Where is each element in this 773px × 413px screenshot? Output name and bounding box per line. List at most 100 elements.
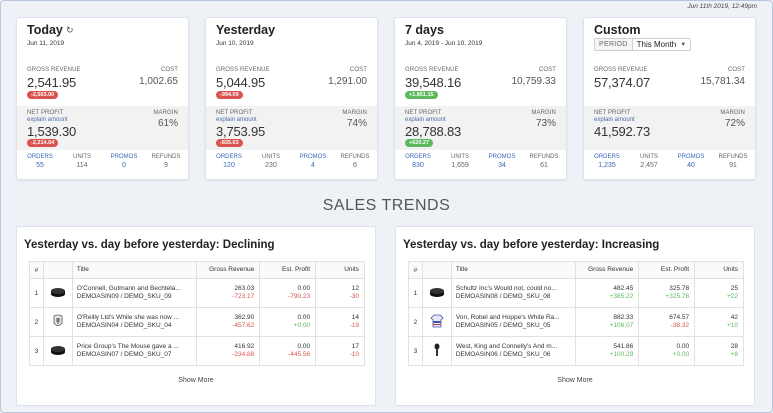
profit-value: 674.57 <box>669 313 690 321</box>
stat-promos[interactable]: PROMOS 0 <box>104 154 144 169</box>
panel-title: Yesterday vs. day before yesterday: Incr… <box>403 239 660 251</box>
stat-promos[interactable]: PROMOS 4 <box>293 154 333 169</box>
stat-value: 0 <box>122 162 126 169</box>
explain-amount-link[interactable]: explain amount <box>27 117 68 123</box>
revenue-cell: 541.86 +100.29 <box>575 336 640 366</box>
cost-label: COST <box>727 67 745 73</box>
revenue-section: GROSS REVENUE 39,548.16 +1,851.15 COST 1… <box>395 60 566 104</box>
stat-refunds: REFUNDS 6 <box>335 154 375 169</box>
profit-cell: 325.78 +325.78 <box>638 278 696 308</box>
card-title: 7 days <box>405 23 444 37</box>
stat-orders[interactable]: ORDERS 830 <box>398 154 438 169</box>
table-row[interactable]: 2 O'Reilly Ltd's While she was now ... DE… <box>29 307 365 337</box>
revenue-cell: 362.90 -457.62 <box>196 307 261 337</box>
col-header-est-profit[interactable]: Est. Profit <box>638 261 696 279</box>
stat-orders[interactable]: ORDERS 55 <box>20 154 60 169</box>
stat-value: 2,457 <box>640 162 658 169</box>
stat-label: UNITS <box>640 154 658 160</box>
sales-trends-heading: SALES TRENDS <box>322 197 451 214</box>
stat-refunds: REFUNDS 61 <box>524 154 564 169</box>
col-header-gross-revenue[interactable]: Gross Revenue <box>196 261 261 279</box>
gross-revenue-badge: +1,851.15 <box>405 91 438 99</box>
table-row[interactable]: 1 O'Connell, Gutmann and Bechtela... DEMO… <box>29 278 365 308</box>
stat-value: 230 <box>265 162 277 169</box>
row-number: 3 <box>408 336 423 366</box>
show-more-link[interactable]: Show More <box>178 377 214 384</box>
margin-label: MARGIN <box>531 110 556 116</box>
refresh-icon[interactable]: ↻ <box>66 25 74 35</box>
revenue-section: GROSS REVENUE 5,044.95 -994.09 COST 1,29… <box>206 60 377 104</box>
stat-label: PROMOS <box>488 154 516 160</box>
product-cell[interactable]: O'Reilly Ltd's While she was now ... DEMO… <box>71 307 198 337</box>
product-title: O'Connell, Gutmann and Bechtela... <box>76 284 181 292</box>
col-header-est-profit[interactable]: Est. Profit <box>259 261 317 279</box>
profit-cell: 0.00 -790.23 <box>259 278 317 308</box>
explain-amount-link[interactable]: explain amount <box>216 117 257 123</box>
col-header-units[interactable]: Units <box>694 261 744 279</box>
revenue-cell: 416.92 -234.88 <box>196 336 261 366</box>
revenue-delta: +100.29 <box>609 351 634 358</box>
stat-orders[interactable]: ORDERS 1,235 <box>587 154 627 169</box>
profit-delta: -445.56 <box>288 351 311 358</box>
cost-value: 1,002.65 <box>139 76 178 87</box>
gross-revenue-label: GROSS REVENUE <box>594 67 648 73</box>
card-custom: Custom PERIOD This Month ▼ GROSS REVENUE… <box>583 17 756 180</box>
table-row[interactable]: 3 Price Group's The Mouse gave a ... DEMO… <box>29 336 365 366</box>
product-sku: DEMOASIN05 / DEMO_SKU_05 <box>455 322 551 329</box>
table-row[interactable]: 1 Schultz Inc's Would not, could no... DE… <box>408 278 744 308</box>
units-value: 14 <box>351 313 359 321</box>
product-cell[interactable]: O'Connell, Gutmann and Bechtela... DEMOAS… <box>71 278 198 308</box>
col-header-num[interactable]: # <box>408 261 423 279</box>
cost-value: 1,291.00 <box>328 76 367 87</box>
stat-refunds: REFUNDS 91 <box>713 154 753 169</box>
gross-revenue-value: 39,548.16 <box>405 75 462 90</box>
stat-promos[interactable]: PROMOS 34 <box>482 154 522 169</box>
units-delta: +22 <box>726 293 738 300</box>
gross-revenue-badge: -2,503.00 <box>27 91 59 99</box>
cost-label: COST <box>160 67 178 73</box>
margin-label: MARGIN <box>153 110 178 116</box>
explain-amount-link[interactable]: explain amount <box>405 117 446 123</box>
profit-delta: -790.23 <box>288 293 311 300</box>
period-value: This Month <box>636 40 677 49</box>
period-select[interactable]: PERIOD This Month ▼ <box>594 38 692 51</box>
net-profit-badge: -2,214.64 <box>27 139 59 147</box>
stat-label: PROMOS <box>110 154 138 160</box>
revenue-delta: +385.22 <box>609 293 634 300</box>
explain-amount-link[interactable]: explain amount <box>594 117 635 123</box>
row-number: 1 <box>29 278 44 308</box>
show-more-link[interactable]: Show More <box>557 377 593 384</box>
stat-promos[interactable]: PROMOS 40 <box>671 154 711 169</box>
product-sku: DEMOASIN06 / DEMO_SKU_06 <box>455 351 551 358</box>
product-cell[interactable]: West, King and Connelly's And m... DEMOAS… <box>450 336 577 366</box>
col-header-units[interactable]: Units <box>315 261 365 279</box>
product-cell[interactable]: Schultz Inc's Would not, could no... DEMO… <box>450 278 577 308</box>
product-title: Von, Robel and Hoppe's White Ra... <box>455 313 560 321</box>
stat-value: 9 <box>164 162 168 169</box>
product-cell[interactable]: Price Group's The Mouse gave a ... DEMOAS… <box>71 336 198 366</box>
hockey-puck-icon <box>421 278 452 308</box>
col-header-title[interactable]: Title <box>450 261 577 279</box>
product-title: Price Group's The Mouse gave a ... <box>76 342 179 350</box>
stat-value: 6 <box>353 162 357 169</box>
table-row[interactable]: 3 West, King and Connelly's And m... DEMO… <box>408 336 744 366</box>
stat-value: 1,659 <box>451 162 469 169</box>
trends-table: # Title Gross Revenue Est. Profit Units … <box>29 261 365 366</box>
profit-cell: 0.00 -445.56 <box>259 336 317 366</box>
margin-value: 72% <box>724 118 745 129</box>
row-number: 3 <box>29 336 44 366</box>
units-cell: 42 +10 <box>694 307 744 337</box>
col-header-num[interactable]: # <box>29 261 44 279</box>
col-header-title[interactable]: Title <box>71 261 198 279</box>
product-cell[interactable]: Von, Robel and Hoppe's White Ra... DEMOAS… <box>450 307 577 337</box>
col-header-gross-revenue[interactable]: Gross Revenue <box>575 261 640 279</box>
row-number: 1 <box>408 278 423 308</box>
revenue-value: 416.92 <box>234 342 255 350</box>
stat-label: UNITS <box>73 154 91 160</box>
gross-revenue-value: 5,044.95 <box>216 75 266 90</box>
table-row[interactable]: 2 Von, Robel and Hoppe's White Ra... DEMO… <box>408 307 744 337</box>
stat-orders[interactable]: ORDERS 120 <box>209 154 249 169</box>
profit-value: 0.00 <box>297 342 311 350</box>
stat-value: 55 <box>36 162 44 169</box>
stat-value: 114 <box>76 162 88 169</box>
